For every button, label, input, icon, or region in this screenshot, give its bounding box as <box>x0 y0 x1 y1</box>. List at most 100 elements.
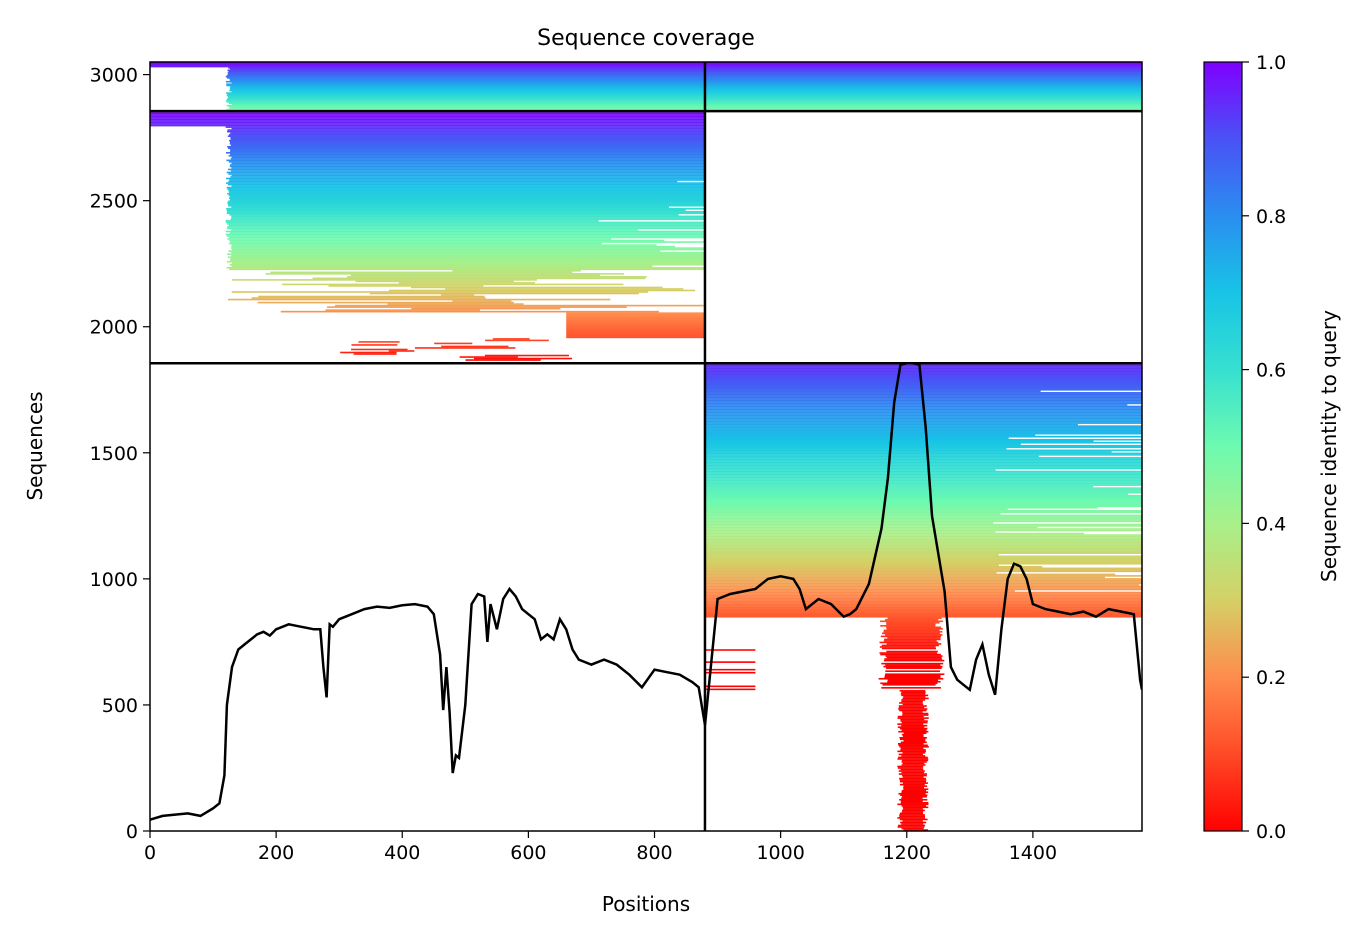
msa-row <box>704 661 756 663</box>
msa-row <box>704 369 1142 371</box>
msa-row <box>903 786 925 789</box>
msa-row <box>898 744 928 747</box>
msa-row <box>150 114 705 116</box>
msa-row <box>227 201 705 204</box>
msa-row <box>902 752 926 754</box>
msa-row <box>231 185 705 187</box>
msa-row <box>704 458 1142 461</box>
msa-row <box>265 273 625 275</box>
msa-row <box>884 674 941 677</box>
msa-row <box>886 628 943 630</box>
msa-row <box>898 730 929 733</box>
msa-row <box>226 92 1142 94</box>
msa-row <box>566 332 705 334</box>
x-tick-label: 200 <box>258 842 294 864</box>
msa-row <box>879 620 944 623</box>
msa-row <box>704 446 1142 449</box>
msa-row <box>902 795 927 798</box>
msa-row <box>901 700 923 703</box>
msa-row <box>150 123 705 125</box>
msa-row <box>903 732 927 735</box>
msa-row <box>388 350 415 352</box>
msa-row <box>704 508 1008 511</box>
msa-row <box>704 569 1142 571</box>
msa-row <box>704 384 1142 387</box>
msa-row <box>884 638 941 641</box>
msa-row <box>887 679 939 682</box>
msa-row <box>704 511 1142 514</box>
msa-row <box>150 124 705 127</box>
msa-row <box>326 306 627 308</box>
msa-row <box>227 298 611 301</box>
msa-row <box>704 494 1142 497</box>
msa-row <box>387 303 524 305</box>
msa-row <box>704 484 1142 486</box>
msa-row <box>704 491 1142 494</box>
colorbar-label: Sequence identity to query <box>1317 310 1341 582</box>
msa-row <box>704 379 1142 382</box>
msa-row <box>704 372 1142 374</box>
msa-row <box>704 470 1142 473</box>
msa-row <box>150 120 705 122</box>
msa-row <box>231 174 705 177</box>
msa-row <box>704 519 1142 521</box>
msa-row <box>704 404 1128 406</box>
msa-row <box>897 750 926 753</box>
msa-row <box>227 188 705 190</box>
msa-row <box>704 575 1142 577</box>
msa-row <box>230 148 705 151</box>
x-tick-label: 1200 <box>883 842 931 864</box>
msa-row <box>704 507 1098 509</box>
msa-row <box>351 348 408 351</box>
plot-frame <box>149 61 1143 832</box>
msa-row <box>704 535 1142 538</box>
coverage-heatmap <box>150 62 1142 831</box>
msa-row <box>704 573 1116 576</box>
msa-row <box>900 693 926 695</box>
msa-row <box>704 463 1142 465</box>
msa-row <box>441 345 509 348</box>
msa-row <box>228 73 1142 75</box>
msa-row <box>227 97 1142 99</box>
msa-row <box>899 777 926 780</box>
msa-row <box>226 74 1142 77</box>
msa-row <box>227 145 705 148</box>
msa-row <box>704 443 1021 446</box>
msa-row <box>880 625 936 627</box>
msa-row <box>704 441 1142 444</box>
msa-row <box>901 771 925 774</box>
msa-row <box>226 159 705 162</box>
msa-row <box>903 808 923 810</box>
msa-row <box>899 727 928 730</box>
msa-row <box>226 84 1142 87</box>
msa-row <box>899 779 927 781</box>
msa-row <box>434 342 473 345</box>
msa-row <box>150 64 1142 67</box>
msa-row <box>897 758 929 760</box>
msa-row <box>902 782 928 784</box>
msa-row <box>902 774 927 777</box>
msa-row <box>900 768 924 771</box>
msa-row <box>704 543 1142 545</box>
msa-row <box>704 431 1142 433</box>
msa-row <box>227 69 1142 72</box>
msa-row <box>566 312 705 314</box>
msa-row <box>229 268 705 271</box>
msa-row <box>231 291 648 293</box>
colorbar-tick-label: 1.0 <box>1256 52 1286 74</box>
msa-row <box>883 659 945 662</box>
msa-row <box>886 626 942 629</box>
msa-row <box>704 612 1142 615</box>
msa-row <box>230 259 705 262</box>
msa-row <box>492 338 530 340</box>
msa-row <box>230 176 705 178</box>
msa-row <box>901 811 924 813</box>
msa-row <box>704 464 1142 467</box>
msa-row <box>150 112 705 115</box>
msa-row <box>231 265 653 268</box>
msa-row <box>282 283 624 286</box>
msa-row <box>226 104 1142 107</box>
msa-row <box>226 108 1142 111</box>
msa-row <box>704 448 1007 450</box>
msa-row <box>704 500 1142 503</box>
